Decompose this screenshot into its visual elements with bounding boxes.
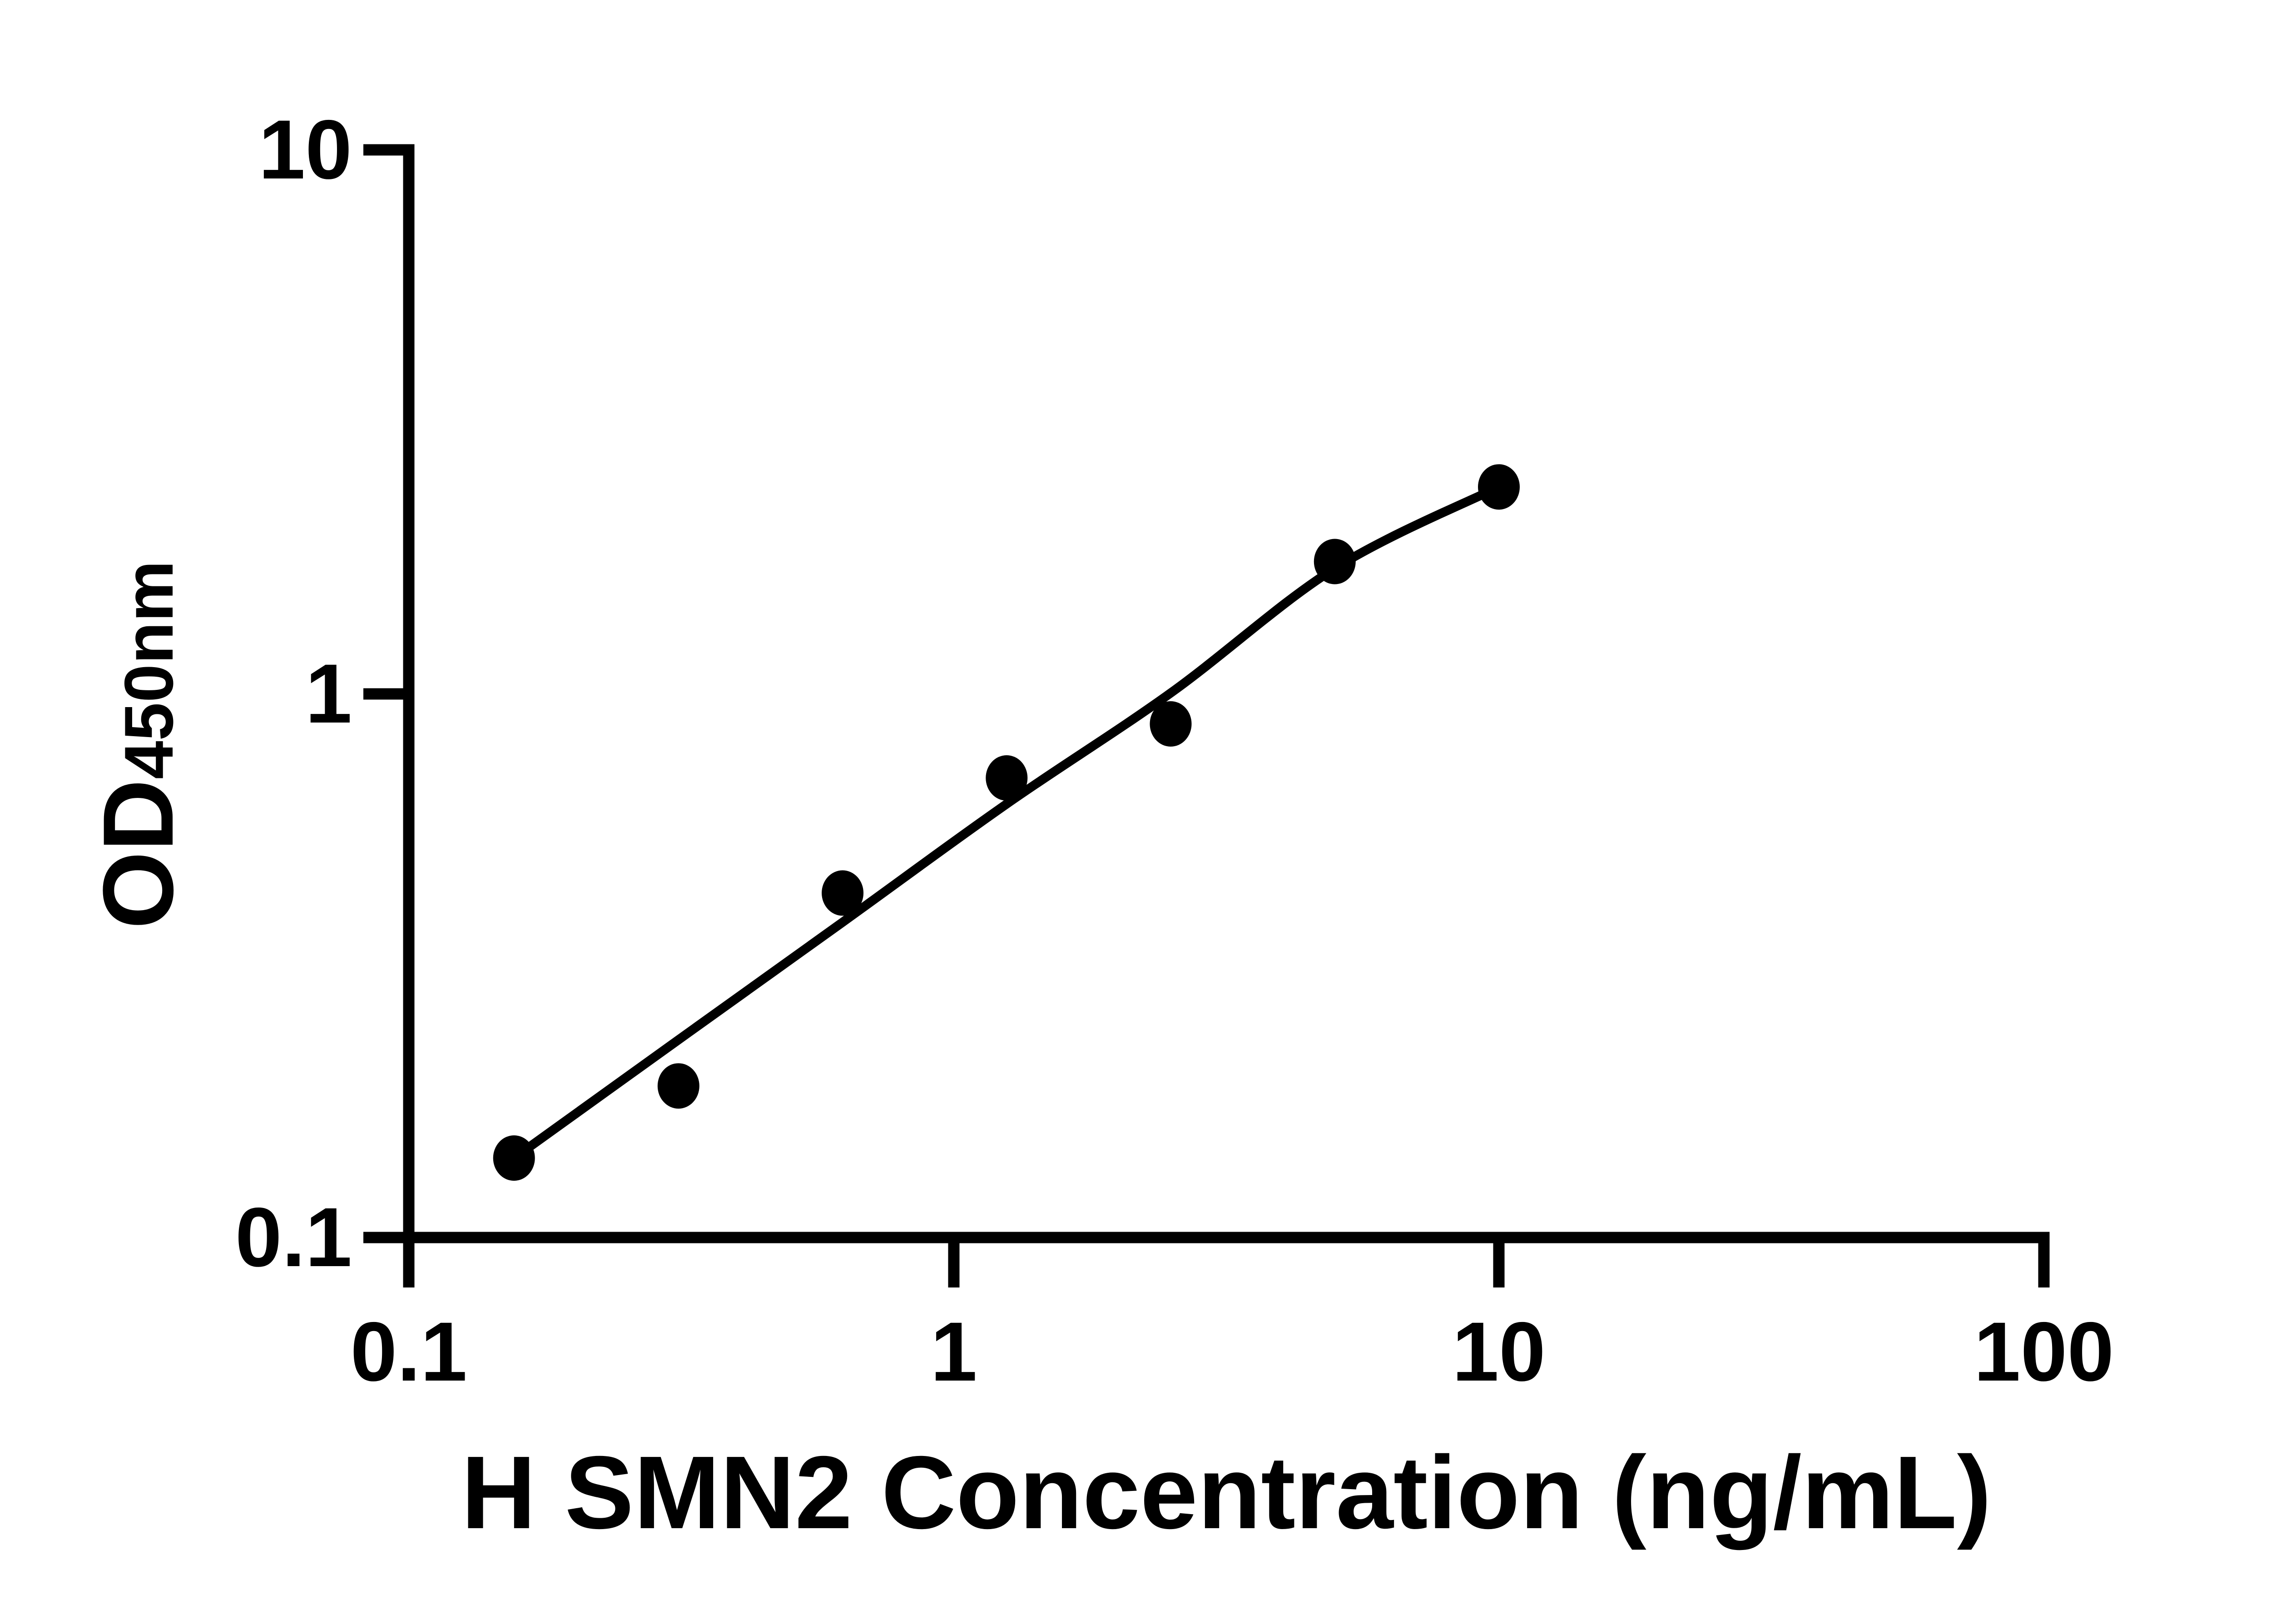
x-tick-label: 0.1 [350,1305,467,1399]
standard-curve-path [509,482,1503,1163]
y-axis-title-subscript: 450nm [110,560,188,779]
data-point [1478,464,1520,510]
axes [363,144,2050,1287]
data-point [1150,701,1192,747]
data-point-markers [493,464,1520,1181]
x-axis-title: H SMN2 Concentration (ng/mL) [461,1435,1991,1550]
y-axis-tick-labels: 0.1 1 10 [235,103,352,1284]
axis-line [363,144,2050,1287]
x-axis-tick-labels: 0.1 1 10 100 [350,1305,2114,1399]
y-axis-title: OD450nm [82,560,194,929]
data-point [1314,539,1356,584]
y-tick-label: 10 [258,103,352,197]
y-tick-label: 0.1 [235,1191,352,1284]
y-axis-title-main: OD [82,779,194,929]
data-point [493,1135,535,1181]
x-tick-label: 1 [931,1305,977,1399]
x-tick-label: 10 [1452,1305,1546,1399]
fit-curve-line [509,482,1503,1163]
y-tick-label: 1 [305,647,352,741]
data-point [822,870,864,916]
x-tick-label: 100 [1974,1305,2114,1399]
data-point [986,755,1028,801]
data-point [657,1063,699,1109]
